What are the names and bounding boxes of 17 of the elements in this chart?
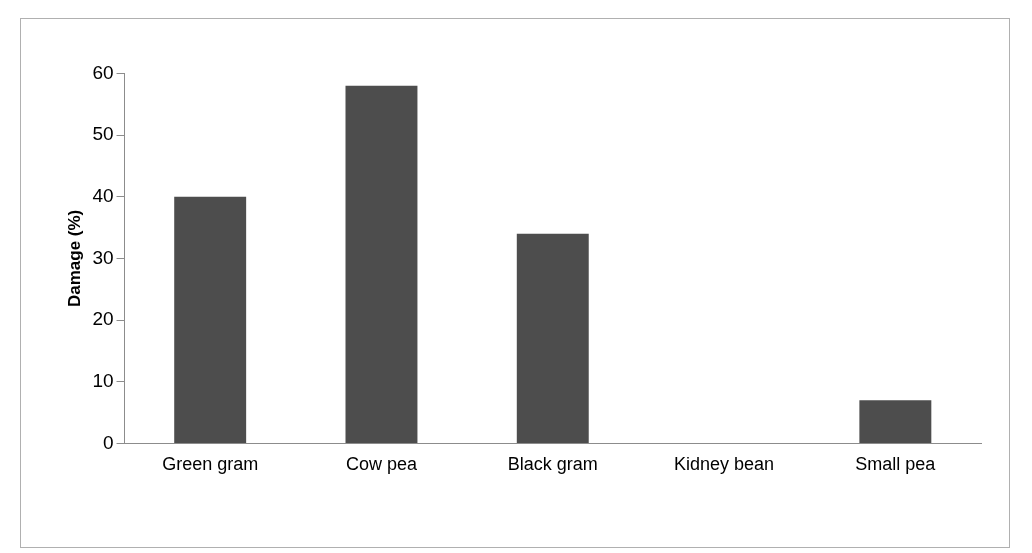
bar [174,196,247,443]
y-tick-label: 20 [92,308,114,330]
bar [345,85,418,443]
y-tick-label: 0 [102,431,114,453]
y-tick-label: 40 [92,184,114,206]
x-tick-label: Small pea [855,454,937,475]
bar [859,400,932,443]
x-tick-label: Cow pea [345,454,418,475]
x-tick-label: Green gram [162,454,259,475]
x-tick-label: Black gram [507,454,598,475]
x-tick-label: Kidney bean [674,454,775,475]
y-axis-title: Damage (%) [64,209,84,308]
y-tick-label: 30 [92,246,114,268]
y-tick-label: 60 [92,61,114,83]
bar [516,233,589,443]
y-tick-label: 10 [92,369,114,391]
y-tick-label: 50 [92,123,114,145]
